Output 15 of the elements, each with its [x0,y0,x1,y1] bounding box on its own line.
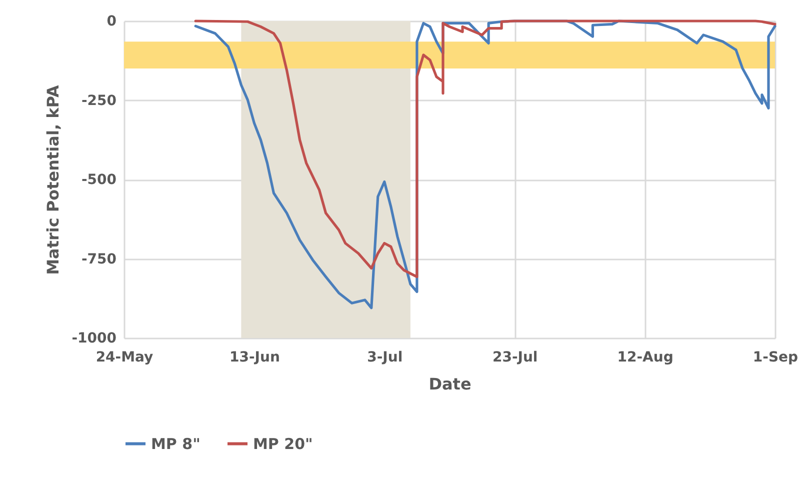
x-tick-label: 23-Jul [492,350,538,366]
x-tick-label: 24-May [96,350,154,366]
y-tick-label: -250 [81,92,117,109]
y-tick-label: -750 [81,251,117,268]
y-tick-label: -500 [81,172,117,188]
x-axis-title: Date [428,374,472,394]
x-tick-label: 1-Sep [752,350,798,366]
legend-label: MP 8" [151,434,200,453]
x-tick-label: 13-Jun [229,350,280,366]
y-tick-label: 0 [106,14,117,30]
x-tick-label: 3-Jul [367,350,403,366]
y-axis-title: Matric Potential, kPA [44,84,63,275]
y-tick-label: -1000 [72,330,117,346]
legend-label: MP 20" [253,434,313,453]
x-tick-label: 12-Aug [617,350,674,366]
